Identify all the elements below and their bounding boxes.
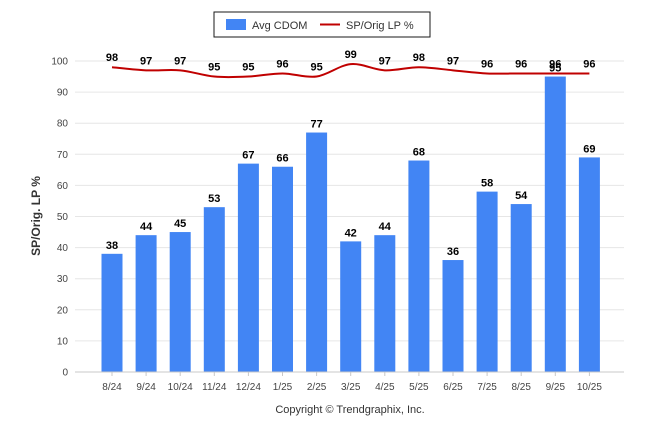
x-tick-label: 1/25 [273, 382, 293, 393]
bar-data-label: 38 [106, 240, 118, 252]
bar [272, 166, 293, 372]
x-tick-label: 6/25 [443, 382, 463, 393]
line-data-label: 98 [413, 52, 425, 64]
legend: Avg CDOM SP/Orig LP % [213, 11, 431, 38]
data-labels: 38 44 45 53 67 66 77 42 44 68 36 58 54 95 69 98 97 97 95 95… [106, 49, 596, 258]
axes: 0 10 20 30 40 50 60 70 80 90 100 8/24 9/24 10/24 11/24… [51, 57, 624, 393]
x-tick-label: 8/25 [511, 382, 531, 393]
bar-data-label: 68 [413, 147, 425, 159]
copyright-credit: Copyright © Trendgraphix, Inc. [275, 404, 424, 416]
x-tick-label: 7/25 [477, 382, 497, 393]
x-tick-label: 9/25 [546, 382, 566, 393]
line-data-label: 96 [515, 58, 527, 70]
line-data-label: 99 [345, 49, 357, 61]
bar-series-avg-cdom [101, 76, 600, 373]
legend-label-avg-cdom: Avg CDOM [252, 20, 307, 32]
line-data-label: 95 [242, 62, 254, 74]
line-data-label: 96 [583, 58, 595, 70]
line-data-label: 96 [276, 58, 288, 70]
y-tick-label: 50 [57, 212, 69, 223]
bar [374, 235, 396, 372]
bar [203, 207, 225, 372]
bar-data-label: 95 [549, 63, 561, 75]
x-tick-label: 2/25 [307, 382, 327, 393]
bar [101, 253, 123, 372]
legend-label-sp-orig-lp: SP/Orig LP % [346, 20, 414, 32]
bar [169, 232, 191, 372]
line-data-label: 96 [549, 58, 561, 70]
bar-data-label: 42 [345, 227, 357, 239]
bar [135, 235, 157, 372]
bar-data-label: 66 [276, 153, 288, 165]
bar-data-label: 58 [481, 178, 493, 190]
y-tick-label: 60 [57, 181, 69, 192]
bar-data-label: 44 [379, 221, 392, 233]
bar [510, 204, 532, 372]
bar-data-label: 54 [515, 190, 528, 202]
bar-data-label: 67 [242, 150, 254, 162]
x-tick-label: 4/25 [375, 382, 395, 393]
y-tick-label: 10 [57, 336, 69, 347]
x-tick-label: 12/24 [236, 382, 261, 393]
line-data-label: 97 [140, 55, 152, 67]
bar [408, 160, 430, 372]
bar-data-label: 45 [174, 218, 186, 230]
bar-data-label: 69 [583, 143, 595, 155]
bar [476, 191, 498, 372]
bar [442, 260, 464, 372]
line-data-label: 95 [310, 62, 322, 74]
line-path [111, 63, 590, 79]
y-axis-title: SP/Orig. LP % [29, 176, 43, 256]
bar [340, 241, 362, 372]
legend-swatch-avg-cdom [226, 19, 246, 30]
line-data-label: 98 [106, 52, 118, 64]
y-tick-label: 0 [62, 368, 68, 379]
y-tick-label: 100 [51, 57, 68, 68]
x-tick-label: 11/24 [202, 382, 227, 393]
line-data-label: 95 [208, 62, 220, 74]
line-series-sp-orig-lp [111, 63, 590, 79]
bar-data-label: 36 [447, 246, 459, 258]
y-tick-label: 80 [57, 119, 69, 130]
y-tick-label: 40 [57, 243, 69, 254]
y-tick-label: 20 [57, 305, 69, 316]
x-tick-label: 10/25 [577, 382, 602, 393]
bar [544, 76, 566, 373]
line-data-label: 97 [447, 55, 459, 67]
y-tick-label: 70 [57, 150, 69, 161]
line-data-label: 96 [481, 58, 493, 70]
bar-data-label: 44 [140, 221, 153, 233]
y-tick-label: 30 [57, 274, 69, 285]
x-tick-label: 3/25 [341, 382, 361, 393]
bar [306, 132, 328, 372]
bar-data-label: 77 [310, 119, 322, 131]
y-tick-label: 90 [57, 88, 69, 99]
x-tick-label: 9/24 [136, 382, 156, 393]
bar [578, 157, 600, 372]
bar [237, 163, 259, 372]
line-data-label: 97 [379, 55, 391, 67]
x-tick-label: 8/24 [102, 382, 122, 393]
bar-data-label: 53 [208, 193, 220, 205]
x-tick-label: 10/24 [168, 382, 193, 393]
line-data-label: 97 [174, 55, 186, 67]
x-tick-label: 5/25 [409, 382, 429, 393]
